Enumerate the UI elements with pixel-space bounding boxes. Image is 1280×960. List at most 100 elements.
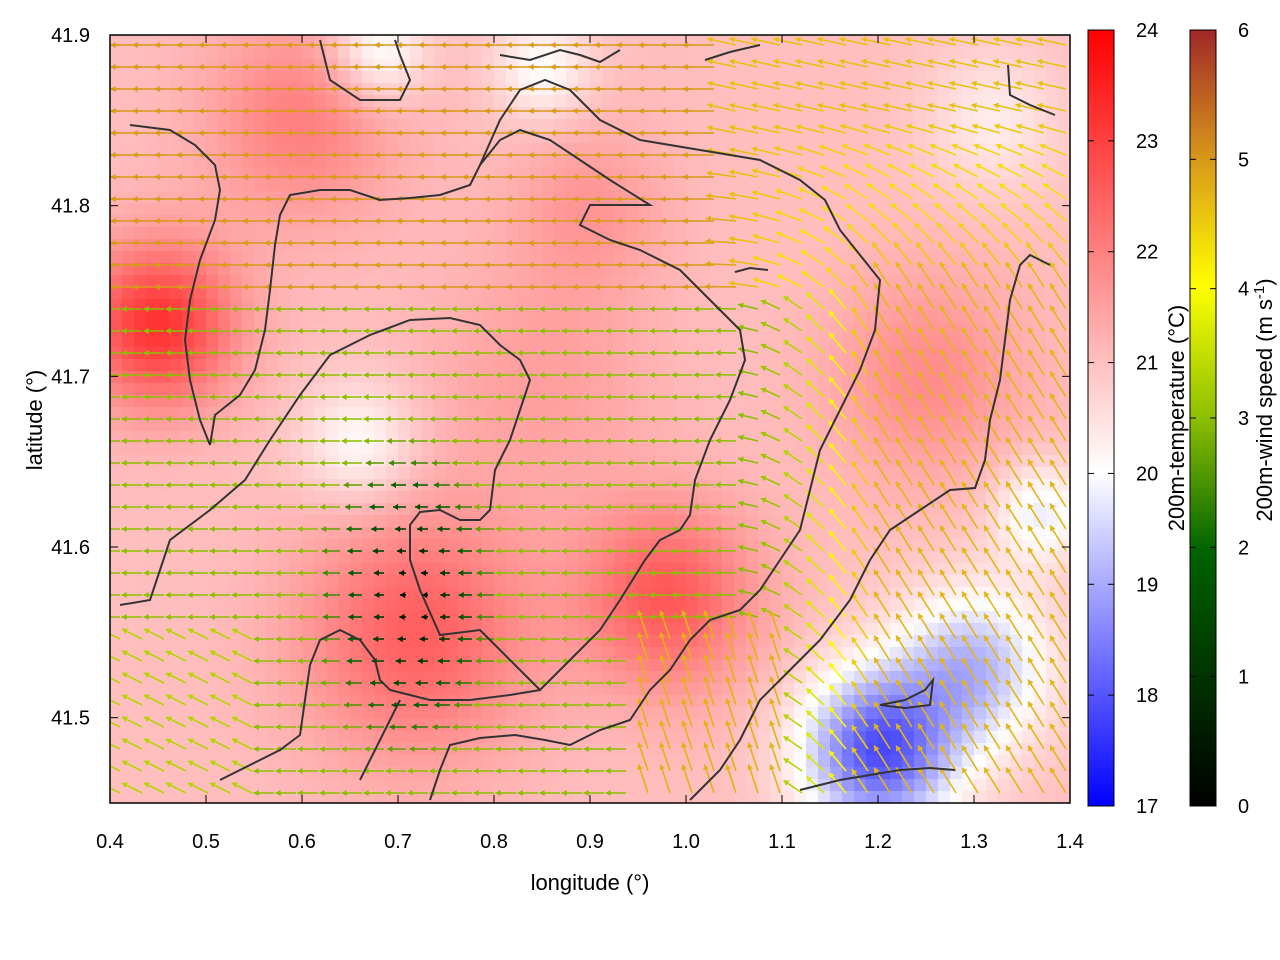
temperature-cell <box>374 191 387 204</box>
temperature-cell <box>518 143 531 156</box>
temperature-cell <box>230 95 243 108</box>
temperature-cell <box>278 755 291 768</box>
temperature-cell <box>854 119 867 132</box>
temperature-cell <box>542 287 555 300</box>
temperature-cell <box>1034 83 1047 96</box>
temperature-cell <box>698 179 711 192</box>
temperature-cell <box>110 47 123 60</box>
temperature-cell <box>722 323 735 336</box>
temperature-cell <box>782 59 795 72</box>
temperature-cell <box>1058 659 1070 672</box>
temperature-cell <box>626 191 639 204</box>
temperature-cell <box>806 191 819 204</box>
temperature-cell <box>110 311 123 324</box>
temperature-cell <box>554 275 567 288</box>
temperature-cell <box>146 767 159 780</box>
temperature-cell <box>458 251 471 264</box>
temperature-cell <box>470 467 483 480</box>
temperature-cell <box>1034 371 1047 384</box>
temperature-cell <box>542 155 555 168</box>
temperature-cell <box>158 59 171 72</box>
temperature-cell <box>938 35 951 48</box>
temperature-cell <box>758 131 771 144</box>
temperature-cell <box>302 47 315 60</box>
temperature-cell <box>866 251 879 264</box>
temperature-cell <box>998 731 1011 744</box>
temperature-cell <box>302 575 315 588</box>
temperature-cell <box>950 47 963 60</box>
temperature-cell <box>818 155 831 168</box>
temperature-cell <box>122 767 135 780</box>
temperature-cell <box>326 575 339 588</box>
temperature-cell <box>902 635 915 648</box>
temperature-cell <box>470 455 483 468</box>
temperature-cell <box>446 731 459 744</box>
temperature-cell <box>194 683 207 696</box>
temperature-cell <box>542 623 555 636</box>
temperature-cell <box>146 323 159 336</box>
temperature-cell <box>410 155 423 168</box>
temperature-cell <box>386 587 399 600</box>
temperature-cell <box>470 647 483 660</box>
temperature-cell <box>758 743 771 756</box>
temperature-cell <box>146 179 159 192</box>
temperature-cell <box>1034 563 1047 576</box>
temperature-cell <box>638 227 651 240</box>
temperature-cell <box>1022 359 1035 372</box>
temperature-cell <box>410 551 423 564</box>
temperature-cell <box>566 587 579 600</box>
temperature-cell <box>242 239 255 252</box>
temperature-cell <box>446 599 459 612</box>
temperature-cell <box>506 383 519 396</box>
temperature-cell <box>362 683 375 696</box>
temperature-cell <box>362 551 375 564</box>
temperature-cell <box>422 47 435 60</box>
temperature-cell <box>818 575 831 588</box>
temperature-cell <box>578 95 591 108</box>
temperature-cell <box>890 335 903 348</box>
temperature-cell <box>518 623 531 636</box>
temperature-cell <box>194 455 207 468</box>
temperature-cell <box>926 395 939 408</box>
temperature-cell <box>566 71 579 84</box>
temperature-cell <box>434 383 447 396</box>
temperature-cell <box>302 455 315 468</box>
temperature-cell <box>650 359 663 372</box>
temperature-cell <box>230 659 243 672</box>
temperature-cell <box>458 371 471 384</box>
temperature-cell <box>194 551 207 564</box>
temperature-cell <box>386 47 399 60</box>
temperature-cell <box>962 95 975 108</box>
temperature-cell <box>770 179 783 192</box>
temperature-cell <box>134 515 147 528</box>
temperature-cell <box>182 227 195 240</box>
temperature-cell <box>530 623 543 636</box>
temperature-cell <box>950 635 963 648</box>
temperature-cell <box>686 203 699 216</box>
temperature-cell <box>494 491 507 504</box>
temperature-cell <box>698 383 711 396</box>
temperature-cell <box>890 467 903 480</box>
temperature-cell <box>122 95 135 108</box>
temperature-cell <box>230 179 243 192</box>
temperature-cell <box>386 131 399 144</box>
temperature-cell <box>710 359 723 372</box>
temperature-cell <box>770 95 783 108</box>
temperature-cell <box>554 95 567 108</box>
temperature-cell <box>902 131 915 144</box>
temperature-cell <box>518 311 531 324</box>
temperature-cell <box>230 335 243 348</box>
temperature-cell <box>734 131 747 144</box>
temperature-cell <box>998 131 1011 144</box>
temperature-cell <box>482 683 495 696</box>
temperature-cell <box>626 119 639 132</box>
temperature-cell <box>614 635 627 648</box>
temperature-cell <box>854 131 867 144</box>
temperature-cell <box>314 95 327 108</box>
temperature-cell <box>386 287 399 300</box>
temperature-cell <box>266 383 279 396</box>
temperature-cell <box>110 287 123 300</box>
temperature-cell <box>470 119 483 132</box>
temperature-cell <box>446 419 459 432</box>
temperature-cell <box>866 755 879 768</box>
